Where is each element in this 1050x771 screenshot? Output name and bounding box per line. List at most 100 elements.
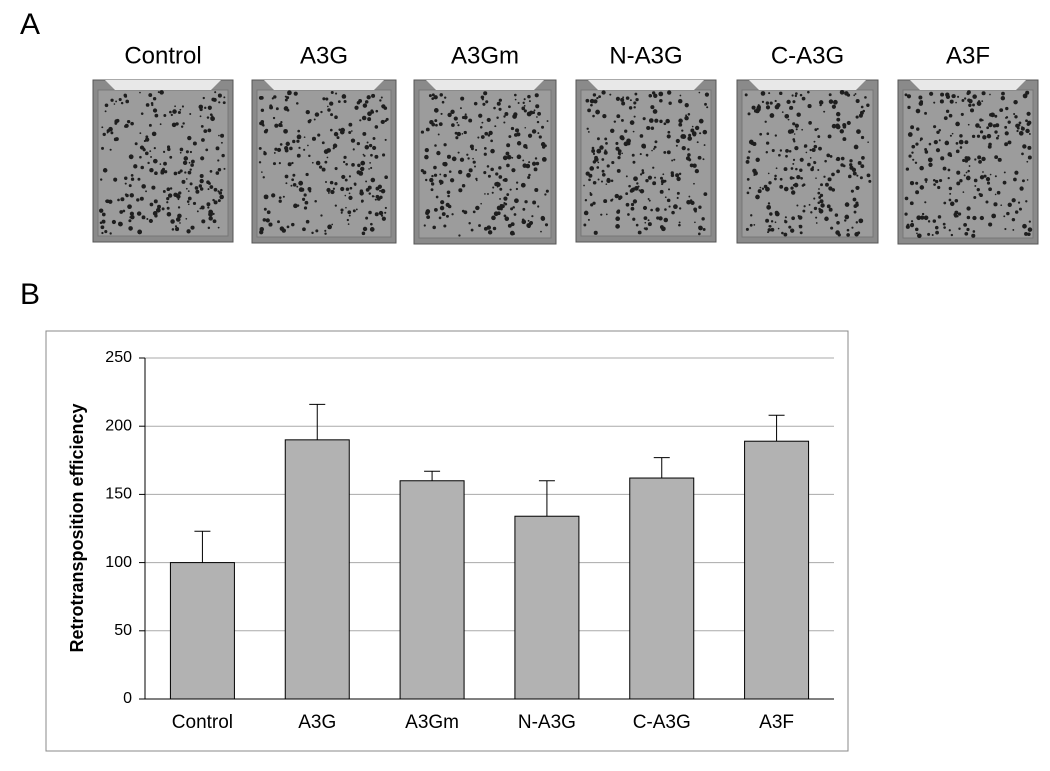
colony — [666, 150, 671, 155]
colony — [208, 107, 212, 110]
colony — [652, 109, 658, 114]
colony — [377, 184, 383, 189]
colony — [425, 209, 431, 214]
colony — [362, 153, 365, 156]
colony — [177, 171, 181, 175]
colony — [217, 168, 222, 172]
colony — [348, 195, 353, 200]
colony — [982, 171, 984, 173]
colony — [149, 202, 154, 207]
colony — [948, 113, 953, 118]
colony — [308, 154, 311, 158]
colony — [531, 215, 534, 218]
colony — [1027, 232, 1031, 237]
colony — [509, 188, 512, 191]
colony — [956, 170, 961, 175]
colony — [139, 196, 144, 201]
colony — [942, 166, 947, 171]
colony — [307, 144, 309, 147]
colony — [525, 146, 528, 149]
colony — [159, 163, 162, 165]
colony — [483, 147, 487, 150]
colony — [927, 157, 933, 163]
colony — [324, 232, 327, 235]
colony — [198, 184, 203, 188]
colony — [527, 94, 531, 99]
colony — [435, 195, 439, 199]
colony — [825, 182, 829, 187]
colony — [964, 140, 969, 145]
colony — [315, 229, 319, 233]
colony — [467, 157, 470, 160]
colony — [307, 186, 312, 191]
colony — [800, 176, 803, 180]
colony — [765, 105, 771, 110]
colony — [789, 105, 794, 110]
colony — [523, 98, 526, 101]
colony — [370, 177, 376, 183]
colony — [342, 160, 346, 164]
colony — [795, 92, 798, 95]
colony — [523, 109, 527, 113]
colony — [924, 111, 927, 115]
colony — [681, 129, 684, 132]
colony — [369, 161, 372, 164]
colony — [356, 141, 361, 146]
colony — [212, 97, 217, 102]
colony — [818, 146, 822, 151]
colony — [344, 194, 347, 197]
colony — [169, 187, 173, 190]
colony — [155, 207, 161, 213]
colony — [839, 129, 844, 134]
colony — [673, 158, 676, 161]
colony — [866, 103, 870, 107]
colony — [793, 182, 799, 188]
colony — [358, 99, 363, 103]
panel-label: B — [20, 278, 40, 311]
colony — [440, 200, 445, 205]
colony — [684, 103, 689, 108]
colony — [505, 151, 510, 156]
colony — [748, 150, 751, 153]
colony — [349, 186, 353, 190]
colony — [322, 97, 326, 101]
colony — [788, 225, 792, 229]
colony — [546, 120, 549, 123]
colony — [292, 139, 296, 144]
colony — [765, 141, 770, 145]
colony — [1001, 91, 1005, 96]
colony — [191, 159, 195, 164]
colony — [169, 110, 172, 114]
colony — [783, 186, 789, 192]
colony — [994, 155, 999, 160]
colony — [776, 103, 781, 108]
colony — [793, 140, 796, 143]
colony — [212, 219, 217, 224]
colony — [808, 203, 811, 206]
colony — [199, 187, 204, 191]
colony — [851, 226, 854, 229]
colony — [283, 128, 288, 134]
colony — [803, 205, 806, 208]
colony — [152, 97, 157, 101]
colony — [204, 106, 207, 110]
colony — [384, 206, 387, 210]
colony — [966, 227, 970, 232]
colony — [365, 216, 369, 220]
colony — [442, 162, 447, 167]
colony — [329, 180, 334, 185]
colony — [1027, 227, 1033, 232]
colony — [947, 176, 950, 180]
colony — [774, 211, 780, 217]
colony — [206, 116, 210, 119]
colony — [972, 215, 977, 221]
colony — [1012, 228, 1015, 231]
colony — [361, 201, 363, 203]
colony — [641, 171, 645, 175]
colony — [219, 194, 224, 200]
colony — [919, 165, 924, 171]
colony — [964, 156, 969, 160]
colony — [591, 149, 596, 153]
colony — [215, 146, 220, 151]
colony — [529, 110, 534, 115]
